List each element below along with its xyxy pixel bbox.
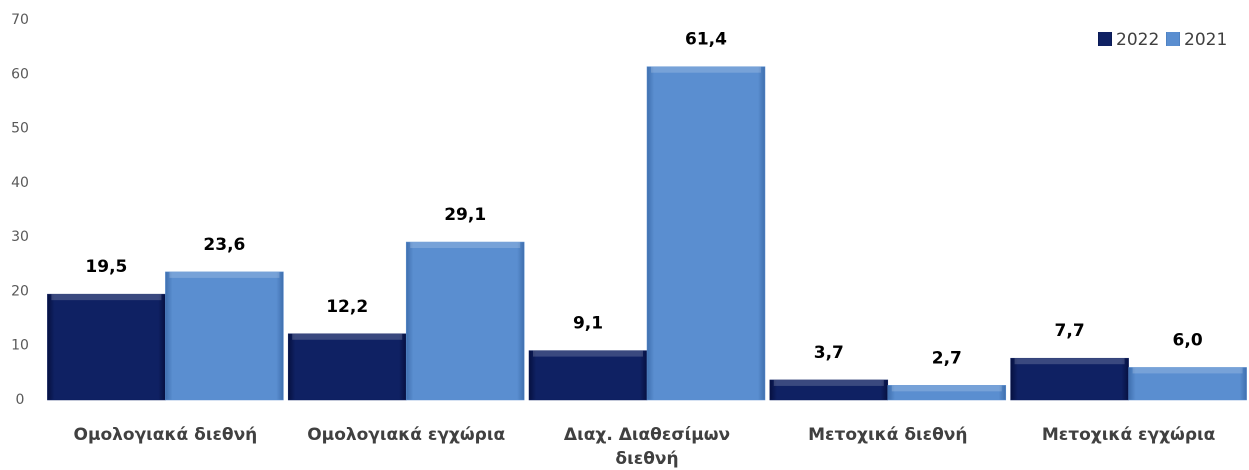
bar-bevel	[651, 66, 761, 73]
value-label: 9,1	[573, 314, 603, 334]
y-tick-label: 60	[11, 66, 29, 82]
legend-swatch	[1098, 32, 1112, 46]
legend-swatch	[1166, 32, 1180, 46]
value-label: 29,1	[444, 205, 486, 225]
y-tick-label: 20	[11, 283, 29, 299]
x-tick-label: Διαχ. Διαθεσίμων διεθνή	[563, 425, 731, 469]
bar-bevel	[773, 379, 884, 386]
legend-label: 2021	[1184, 30, 1227, 50]
bar-bevel	[410, 242, 521, 249]
y-tick-label: 50	[11, 121, 29, 137]
bar	[405, 241, 525, 401]
x-tick-label: Ομολογιακά διεθνή	[73, 425, 258, 445]
value-label: 12,2	[326, 297, 368, 317]
bar	[47, 293, 166, 401]
bar	[887, 385, 1007, 401]
bar	[528, 350, 648, 401]
bar-bevel	[1132, 367, 1243, 374]
legend-label: 2022	[1116, 30, 1159, 50]
value-label: 19,5	[85, 257, 127, 277]
value-label: 7,7	[1055, 321, 1085, 341]
y-tick-label: 10	[11, 338, 29, 354]
value-label: 23,6	[203, 235, 245, 255]
y-tick-label: 40	[11, 175, 29, 191]
bar	[165, 271, 284, 401]
y-tick-label: 0	[16, 392, 25, 408]
bar-bevel	[292, 333, 403, 340]
x-tick-label: Μετοχικά εγχώρια	[1041, 425, 1216, 445]
bar-bevel	[533, 350, 643, 357]
x-tick-label: Μετοχικά διεθνή	[808, 425, 968, 445]
y-tick-label: 30	[11, 229, 29, 245]
value-label: 61,4	[685, 30, 727, 50]
bar	[646, 66, 766, 401]
bar-bevel	[51, 294, 162, 301]
y-tick-label: 70	[11, 12, 29, 28]
bar-bevel	[891, 385, 1002, 392]
value-label: 3,7	[814, 343, 844, 363]
value-label: 2,7	[932, 348, 962, 368]
bar-bevel	[1014, 358, 1125, 365]
value-label: 6,0	[1173, 330, 1203, 350]
x-tick-label: Ομολογιακά εγχώρια	[307, 425, 506, 445]
bar	[287, 333, 407, 401]
bar	[1128, 367, 1247, 401]
bar	[1010, 357, 1129, 401]
bar-bevel	[169, 271, 280, 278]
